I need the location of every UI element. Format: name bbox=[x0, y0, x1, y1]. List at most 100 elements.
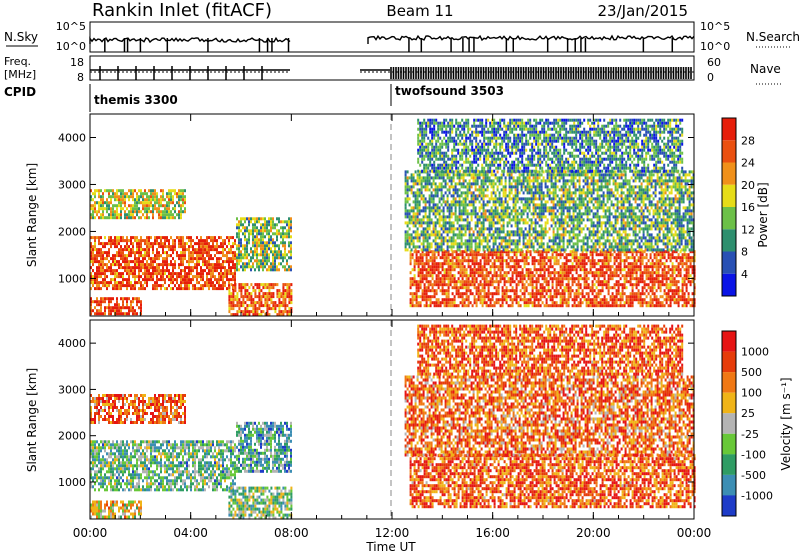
power-echo-cell-4 bbox=[240, 250, 242, 254]
power-echo-cell-2 bbox=[162, 210, 164, 214]
power-echo-cell-5 bbox=[601, 262, 604, 266]
power-echo-cell-6 bbox=[406, 200, 409, 204]
power-echo-cell-0 bbox=[100, 269, 102, 273]
power-echo-cell-4 bbox=[260, 229, 262, 233]
power-echo-cell-5 bbox=[521, 250, 524, 254]
power-echo-cell-5 bbox=[585, 301, 588, 305]
power-echo-cell-1 bbox=[128, 312, 130, 316]
power-echo-cell-2 bbox=[150, 189, 152, 193]
power-echo-cell-6 bbox=[456, 188, 459, 192]
power-echo-cell-0 bbox=[202, 254, 204, 258]
power-echo-cell-6 bbox=[434, 242, 437, 246]
power-echo-cell-0 bbox=[104, 275, 106, 279]
power-echo-cell-5 bbox=[577, 292, 580, 296]
power-echo-cell-5 bbox=[547, 271, 550, 275]
power-echo-cell-0 bbox=[216, 251, 218, 255]
power-echo-cell-5 bbox=[433, 295, 436, 299]
power-echo-cell-6 bbox=[416, 179, 419, 183]
power-echo-cell-4 bbox=[264, 220, 266, 224]
power-echo-cell-0 bbox=[96, 284, 98, 288]
power-echo-cell-4 bbox=[244, 238, 246, 242]
power-echo-cell-0 bbox=[172, 272, 174, 276]
power-echo-cell-6 bbox=[442, 200, 445, 204]
power-echo-cell-5 bbox=[575, 259, 578, 263]
power-echo-cell-5 bbox=[445, 289, 448, 293]
power-echo-cell-5 bbox=[519, 253, 522, 257]
power-echo-cell-1 bbox=[122, 300, 124, 304]
power-echo-cell-6 bbox=[430, 206, 433, 210]
power-echo-cell-5 bbox=[507, 253, 510, 257]
power-echo-cell-5 bbox=[457, 265, 460, 269]
power-echo-cell-4 bbox=[286, 268, 288, 272]
power-echo-cell-5 bbox=[633, 277, 636, 281]
power-echo-cell-0 bbox=[234, 275, 236, 279]
power-echo-cell-5 bbox=[575, 265, 578, 269]
power-echo-cell-5 bbox=[417, 265, 420, 269]
power-echo-cell-3 bbox=[266, 310, 269, 314]
power-echo-cell-0 bbox=[162, 269, 164, 273]
power-echo-cell-5 bbox=[497, 256, 500, 260]
power-echo-cell-5 bbox=[445, 250, 448, 254]
power-echo-cell-5 bbox=[585, 271, 588, 275]
power-echo-cell-5 bbox=[615, 298, 618, 302]
power-echo-cell-0 bbox=[164, 272, 166, 276]
power-echo-cell-2 bbox=[160, 198, 162, 202]
power-echo-cell-0 bbox=[162, 245, 164, 249]
power-echo-cell-6 bbox=[404, 248, 407, 252]
power-echo-cell-6 bbox=[472, 233, 475, 237]
power-echo-cell-2 bbox=[130, 195, 132, 199]
power-echo-cell-6 bbox=[430, 191, 433, 195]
power-echo-cell-1 bbox=[104, 306, 106, 310]
power-echo-cell-2 bbox=[102, 201, 104, 205]
power-echo-cell-0 bbox=[184, 278, 186, 282]
power-echo-cell-5 bbox=[617, 283, 620, 287]
power-echo-cell-6 bbox=[442, 224, 445, 228]
power-echo-cell-6 bbox=[404, 230, 407, 234]
power-echo-cell-6 bbox=[468, 200, 471, 204]
power-echo-cell-5 bbox=[627, 295, 630, 299]
power-echo-cell-5 bbox=[517, 265, 520, 269]
power-echo-cell-6 bbox=[436, 236, 439, 240]
power-echo-cell-5 bbox=[467, 262, 470, 266]
power-echo-cell-5 bbox=[485, 277, 488, 281]
power-echo-cell-2 bbox=[180, 198, 182, 202]
power-echo-cell-5 bbox=[475, 292, 478, 296]
power-echo-cell-6 bbox=[476, 218, 479, 222]
power-echo-cell-6 bbox=[474, 236, 477, 240]
power-echo-cell-6 bbox=[452, 197, 455, 201]
power-echo-cell-0 bbox=[98, 272, 100, 276]
power-echo-cell-5 bbox=[519, 274, 522, 278]
power-echo-cell-5 bbox=[453, 268, 456, 272]
power-echo-cell-6 bbox=[434, 236, 437, 240]
power-echo-cell-5 bbox=[687, 298, 690, 302]
power-echo-cell-6 bbox=[438, 215, 441, 219]
power-echo-cell-5 bbox=[597, 271, 600, 275]
power-echo-cell-3 bbox=[266, 304, 269, 308]
power-echo-cell-6 bbox=[432, 197, 435, 201]
power-echo-cell-5 bbox=[669, 286, 672, 290]
power-echo-cell-5 bbox=[479, 292, 482, 296]
power-echo-cell-6 bbox=[412, 200, 415, 204]
power-echo-cell-0 bbox=[198, 281, 200, 285]
power-echo-cell-0 bbox=[218, 284, 220, 288]
power-echo-cell-1 bbox=[104, 312, 106, 316]
power-echo-cell-5 bbox=[535, 259, 538, 263]
power-echo-cell-0 bbox=[200, 245, 202, 249]
power-echo-cell-6 bbox=[480, 191, 483, 195]
power-echo-cell-0 bbox=[166, 263, 168, 267]
power-echo-cell-2 bbox=[180, 195, 182, 199]
power-echo-cell-2 bbox=[142, 207, 144, 211]
power-echo-cell-0 bbox=[100, 275, 102, 279]
power-echo-cell-5 bbox=[559, 268, 562, 272]
power-echo-cell-5 bbox=[499, 265, 502, 269]
power-echo-cell-6 bbox=[476, 188, 479, 192]
power-echo-cell-0 bbox=[204, 284, 206, 288]
power-echo-cell-2 bbox=[118, 213, 120, 217]
power-echo-cell-5 bbox=[613, 283, 616, 287]
power-echo-cell-3 bbox=[256, 286, 259, 290]
power-echo-cell-6 bbox=[472, 197, 475, 201]
power-echo-cell-0 bbox=[156, 275, 158, 279]
power-echo-cell-0 bbox=[144, 278, 146, 282]
power-echo-cell-1 bbox=[118, 306, 120, 310]
power-echo-cell-0 bbox=[168, 245, 170, 249]
